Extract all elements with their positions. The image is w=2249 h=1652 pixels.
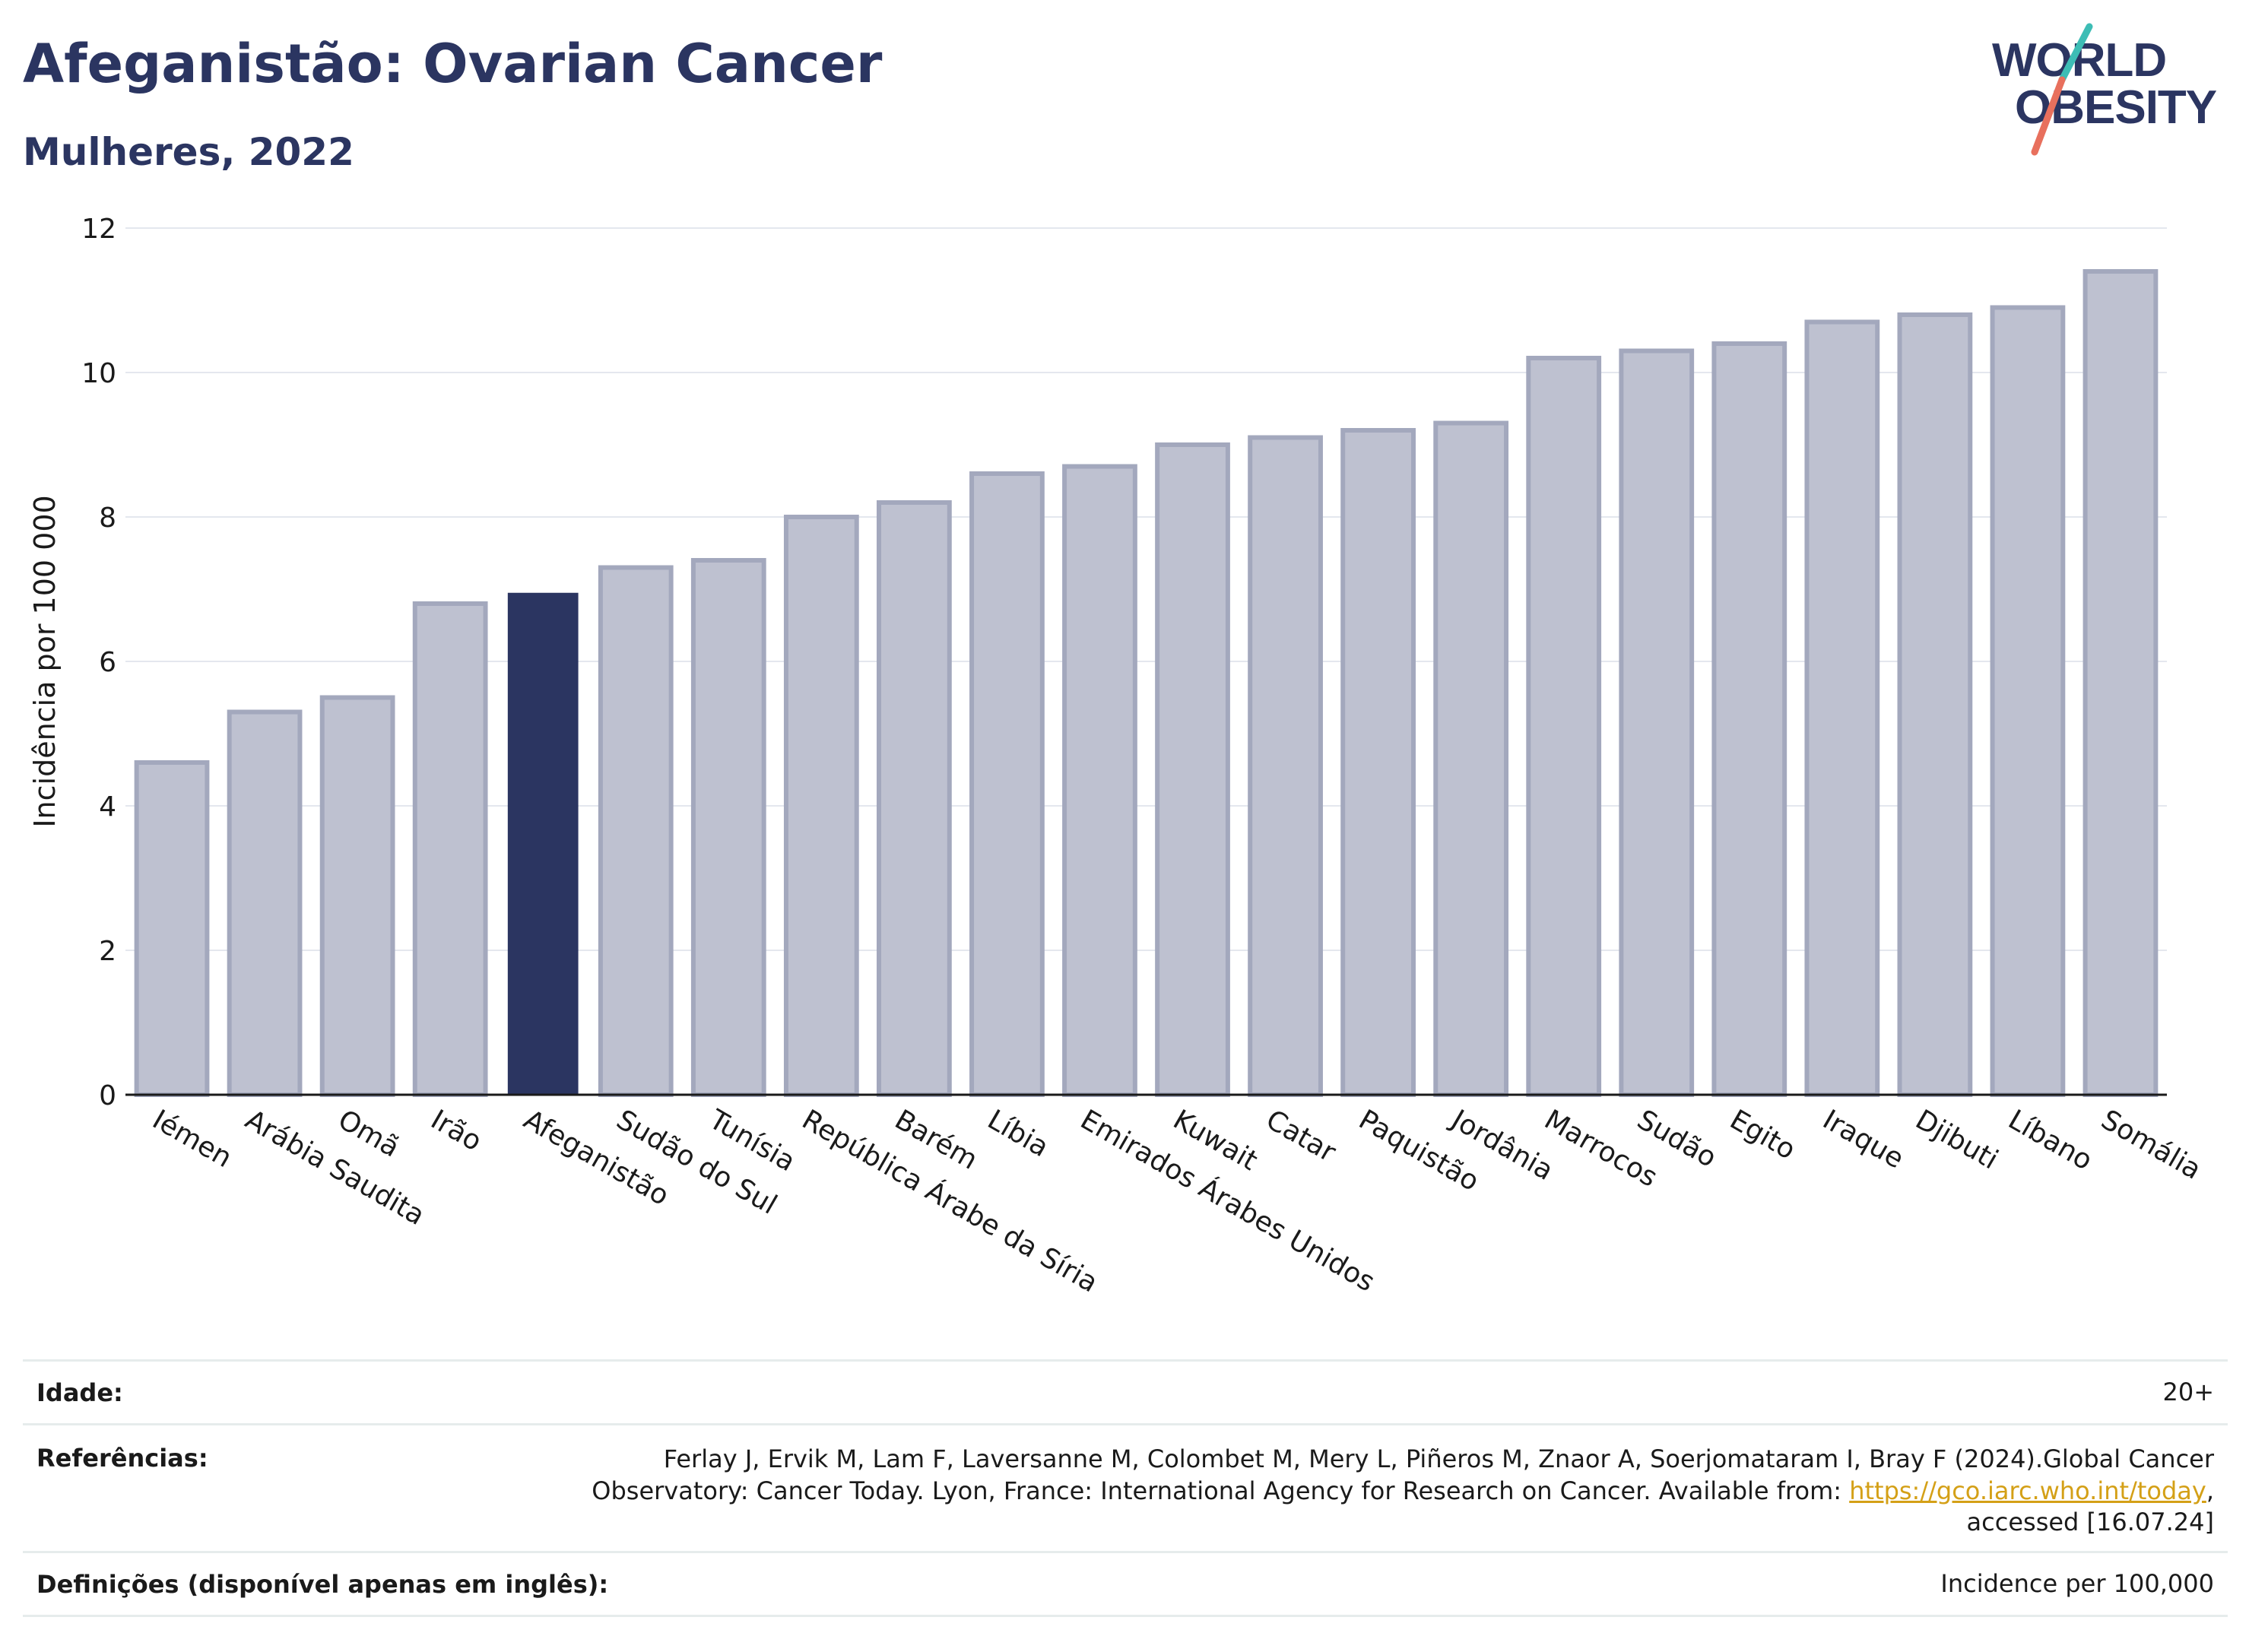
info-row-references: Referências: Ferlay J, Ervik M, Lam F, L… — [23, 1425, 2228, 1553]
y-tick-label: 8 — [99, 503, 116, 534]
x-tick-label: Líbia — [982, 1104, 1054, 1163]
age-label: Idade: — [36, 1378, 123, 1407]
info-row-age: Idade: 20+ — [23, 1362, 2228, 1425]
x-tick-label: Iémen — [148, 1104, 237, 1174]
references-text-4: accessed [16.07.24] — [1966, 1508, 2214, 1537]
page-subtitle: Mulheres, 2022 — [23, 130, 354, 174]
x-tick-label: Irão — [426, 1104, 487, 1157]
y-tick-label: 10 — [81, 358, 116, 389]
y-tick-label: 6 — [99, 647, 116, 678]
world-obesity-logo: WORLD OBESITY — [1992, 23, 2218, 156]
x-tick-label: Egito — [1724, 1104, 1800, 1165]
definitions-value: Incidence per 100,000 — [1940, 1568, 2214, 1598]
y-tick-label: 0 — [99, 1080, 116, 1111]
bar — [690, 558, 766, 1097]
bar — [1619, 348, 1695, 1097]
bar — [1155, 442, 1230, 1097]
x-tick-label: Sudão do Sul — [611, 1104, 782, 1221]
references-text-1: Ferlay J, Ervik M, Lam F, Laversanne M, … — [663, 1444, 2214, 1473]
info-table: Idade: 20+ Referências: Ferlay J, Ervik … — [23, 1359, 2228, 1617]
bar — [1340, 428, 1416, 1097]
bar — [227, 709, 303, 1097]
references-value: Ferlay J, Ervik M, Lam F, Laversanne M, … — [592, 1444, 2214, 1539]
y-axis-ticks: 0 2 4 6 8 10 12 — [81, 214, 116, 1111]
bar — [1062, 464, 1137, 1097]
bar — [1804, 319, 1880, 1097]
bar — [2082, 269, 2159, 1097]
bar — [969, 471, 1045, 1097]
bar — [1248, 435, 1323, 1097]
bar-highlighted — [507, 592, 579, 1095]
bar — [783, 515, 859, 1097]
references-text-3: , — [2206, 1476, 2214, 1505]
x-tick-label: Somália — [2095, 1104, 2206, 1186]
x-tick-label: Líbano — [2003, 1104, 2097, 1176]
logo-slash-teal — [2058, 23, 2093, 84]
y-tick-label: 2 — [99, 936, 116, 967]
x-tick-label: Catar — [1261, 1104, 1341, 1168]
bar — [1433, 420, 1509, 1097]
references-link[interactable]: https://gco.iarc.who.int/today — [1849, 1476, 2206, 1505]
y-tick-label: 12 — [81, 214, 116, 245]
page-title: Afeganistão: Ovarian Cancer — [23, 33, 883, 95]
info-row-definitions: Definições (disponível apenas em inglês)… — [23, 1553, 2228, 1617]
x-tick-label: Arábia Saudita — [240, 1104, 430, 1232]
x-tick-label: Djibuti — [1910, 1104, 2003, 1175]
logo-slash-coral — [2031, 76, 2066, 156]
bars — [134, 269, 2159, 1097]
references-label: Referências: — [36, 1444, 208, 1473]
bar — [598, 565, 674, 1097]
definitions-label: Definições (disponível apenas em inglês)… — [36, 1569, 609, 1599]
bar — [1711, 341, 1787, 1097]
x-tick-label: Iraque — [1817, 1104, 1908, 1175]
age-value: 20+ — [2162, 1377, 2214, 1406]
y-tick-label: 4 — [99, 791, 116, 823]
bar — [319, 695, 395, 1097]
bar — [134, 760, 210, 1097]
bar — [1897, 312, 1973, 1097]
bar — [1526, 356, 1602, 1097]
bar — [412, 601, 488, 1097]
bar — [877, 500, 952, 1097]
references-text-2: Observatory: Cancer Today. Lyon, France:… — [592, 1476, 1850, 1505]
bar — [1990, 305, 2066, 1097]
y-axis-label: Incidência por 100 000 — [28, 495, 62, 827]
